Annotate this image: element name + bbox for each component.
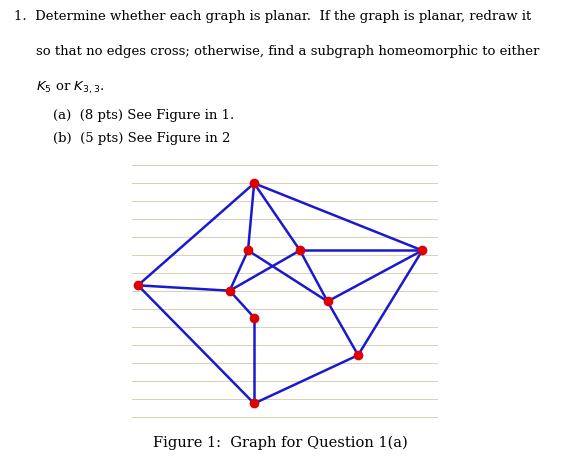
Text: (b)  (5 pts) See Figure in 2: (b) (5 pts) See Figure in 2: [53, 132, 231, 145]
Text: 1.  Determine whether each graph is planar.  If the graph is planar, redraw it: 1. Determine whether each graph is plana…: [14, 10, 531, 23]
Text: Figure 1:  Graph for Question 1(a): Figure 1: Graph for Question 1(a): [153, 436, 408, 450]
Text: $K_5$ or $K_{3,3}$.: $K_5$ or $K_{3,3}$.: [36, 80, 105, 96]
Text: so that no edges cross; otherwise, find a subgraph homeomorphic to either: so that no edges cross; otherwise, find …: [36, 45, 540, 58]
Text: (a)  (8 pts) See Figure in 1.: (a) (8 pts) See Figure in 1.: [53, 109, 234, 122]
